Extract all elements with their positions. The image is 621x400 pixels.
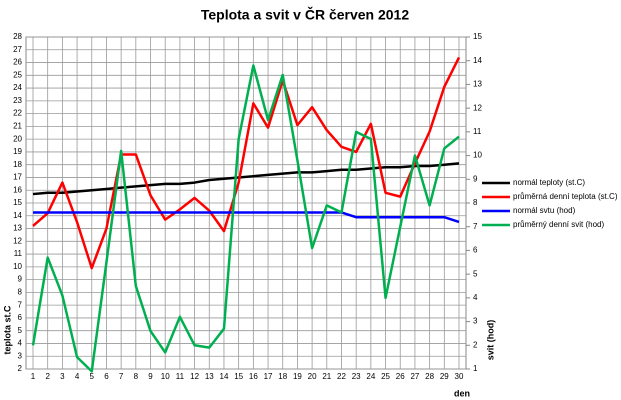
y2-tick-label: 4: [473, 293, 478, 302]
x-tick-label: 18: [278, 372, 287, 381]
y2-tick-label: 5: [473, 269, 478, 278]
y-tick-label: 16: [13, 185, 22, 194]
x-tick-label: 24: [366, 372, 375, 381]
y-axis-label: teplota st.C: [2, 305, 12, 355]
y2-tick-label: 10: [473, 151, 482, 160]
y-tick-label: 26: [13, 58, 22, 67]
y-tick-label: 5: [18, 326, 23, 335]
series-line: [31, 64, 460, 373]
legend-label: normál svtu (hod): [513, 206, 576, 215]
x-tick-label: 29: [440, 372, 449, 381]
y-tick-label: 27: [13, 45, 22, 54]
y-tick-label: 4: [18, 339, 23, 348]
y-tick-label: 15: [13, 198, 22, 207]
y-tick-label: 8: [18, 287, 23, 296]
x-tick-label: 11: [176, 372, 185, 381]
y-tick-label: 13: [13, 224, 22, 233]
x-tick-label: 1: [31, 372, 36, 381]
x-tick-label: 3: [60, 372, 65, 381]
y2-tick-label: 3: [473, 317, 478, 326]
y2-tick-label: 12: [473, 103, 482, 112]
series-line: [32, 56, 461, 270]
x-tick-label: 5: [90, 372, 95, 381]
y-tick-label: 20: [13, 134, 22, 143]
y-tick-label: 25: [13, 70, 22, 79]
x-tick-label: 19: [293, 372, 302, 381]
y-tick-label: 21: [13, 121, 22, 130]
y2-axis-label: svit (hod): [485, 320, 495, 361]
y-tick-label: 7: [18, 300, 23, 309]
y-tick-label: 19: [13, 147, 22, 156]
y-tick-label: 14: [13, 211, 22, 220]
x-tick-label: 2: [45, 372, 50, 381]
y-tick-label: 23: [13, 96, 22, 105]
x-tick-label: 13: [205, 372, 214, 381]
x-tick-label: 21: [322, 372, 331, 381]
x-tick-label: 30: [455, 372, 464, 381]
series-line: [32, 162, 460, 196]
y-tick-label: 17: [13, 173, 22, 182]
x-tick-label: 8: [134, 372, 139, 381]
x-tick-label: 15: [234, 372, 243, 381]
x-tick-label: 28: [425, 372, 434, 381]
y-tick-label: 12: [13, 236, 22, 245]
x-tick-label: 17: [264, 372, 273, 381]
y-tick-label: 22: [13, 109, 22, 118]
y-tick-label: 10: [13, 262, 22, 271]
y2-tick-label: 9: [473, 174, 478, 183]
y2-tick-label: 8: [473, 198, 478, 207]
y-tick-label: 3: [18, 351, 23, 360]
x-tick-label: 25: [381, 372, 390, 381]
y2-tick-label: 15: [473, 32, 482, 41]
x-axis-label: den: [454, 388, 470, 398]
y-tick-label: 11: [14, 249, 23, 258]
x-tick-label: 9: [148, 372, 153, 381]
x-tick-label: 10: [161, 372, 170, 381]
legend-label: normál teploty (st.C): [513, 178, 585, 187]
y2-tick-label: 11: [473, 127, 482, 136]
legend-label: průměrná denní teplota (st.C): [513, 192, 618, 201]
y2-tick-label: 14: [473, 56, 482, 65]
y-tick-label: 2: [18, 364, 23, 373]
y-tick-label: 18: [13, 160, 22, 169]
x-tick-label: 14: [220, 372, 229, 381]
y-tick-label: 9: [18, 275, 23, 284]
x-tick-label: 6: [104, 372, 109, 381]
x-tick-label: 23: [352, 372, 361, 381]
series-line: [33, 211, 460, 224]
x-tick-label: 4: [75, 372, 80, 381]
x-tick-label: 20: [308, 372, 317, 381]
y2-tick-label: 7: [473, 222, 478, 231]
x-tick-label: 27: [410, 372, 419, 381]
x-tick-label: 22: [337, 372, 346, 381]
y2-tick-label: 2: [473, 340, 478, 349]
y-tick-label: 28: [13, 32, 22, 41]
x-tick-label: 7: [119, 372, 124, 381]
y2-tick-label: 1: [473, 364, 478, 373]
y2-tick-label: 6: [473, 246, 478, 255]
y-tick-label: 6: [18, 313, 23, 322]
y-tick-label: 24: [13, 83, 22, 92]
chart-title: Teplota a svit v ČR červen 2012: [201, 6, 409, 23]
x-tick-label: 26: [396, 372, 405, 381]
y2-tick-label: 13: [473, 80, 482, 89]
x-tick-label: 16: [249, 372, 258, 381]
legend-label: průměrný denní svit (hod): [513, 220, 604, 229]
x-tick-label: 12: [190, 372, 199, 381]
